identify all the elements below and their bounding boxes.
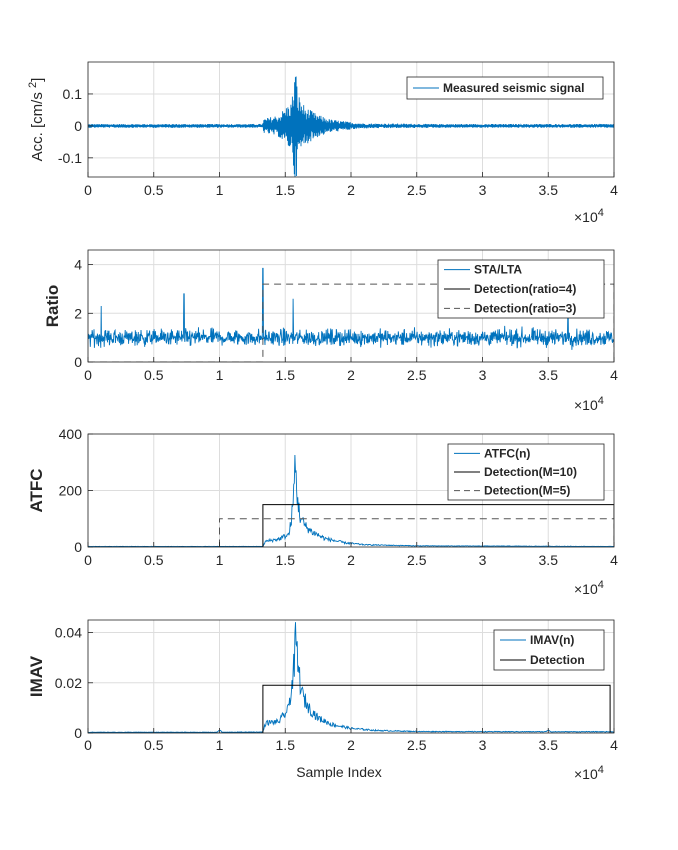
x-tick-label: 0.5 [144,367,164,383]
x-tick-label: 1 [216,737,224,753]
legend-entry-1: IMAV(n) [530,633,574,647]
legend-entry-1: Measured seismic signal [443,81,584,95]
x-tick-label: 0 [84,552,92,568]
x-tick-label: 2 [347,737,355,753]
legend-entry-2: Detection [530,653,585,667]
plot-series [88,76,614,177]
x-tick-label: 0.5 [144,182,164,198]
plot-series [88,267,614,362]
y-axis-label: IMAV [27,655,46,697]
y-tick-label: 400 [59,426,83,442]
x-tick-label: 1.5 [276,737,296,753]
legend-entry-2: Detection(M=10) [484,465,577,479]
x-tick-label: 4 [610,367,618,383]
x-exponent-label: ×104 [574,764,604,782]
x-tick-label: 2 [347,552,355,568]
x-tick-label: 2 [347,367,355,383]
x-tick-label: 4 [610,182,618,198]
x-tick-label: 4 [610,737,618,753]
x-tick-label: 0 [84,737,92,753]
y-axis-label-bracket: ] [29,78,46,82]
x-tick-label: 3.5 [539,367,559,383]
series-line-3 [88,518,614,547]
y-tick-label: 0 [74,118,82,134]
legend-entry-3: Detection(ratio=3) [474,301,576,315]
legend: STA/LTA Detection(ratio=4) Detection(ratio… [437,259,605,319]
x-exponent-label: ×104 [574,579,604,597]
x-tick-label: 1 [216,182,224,198]
y-tick-label: 0 [74,539,82,555]
exponent-power: 4 [598,395,604,407]
x-tick-label: 1 [216,552,224,568]
legend-box [406,76,604,100]
y-axis-label: Ratio [43,285,62,328]
x-tick-label: 3.5 [539,182,559,198]
x-tick-label: 3 [479,552,487,568]
series-line-1 [88,267,614,350]
chart-panel-4: 0 0.5 1 1.5 2 2.5 3 3.5 400.020.04IMAV×104IMAV(n… [27,619,618,782]
legend: ATFC(n) Detection(M=10) Detection(M=5) [447,443,605,501]
x-tick-label: 2 [347,182,355,198]
legend: IMAV(n) Detection [493,629,605,671]
x-tick-label: 0.5 [144,552,164,568]
x-exponent-label: ×104 [574,395,604,413]
y-tick-label: 2 [74,305,82,321]
x-tick-label: 3.5 [539,737,559,753]
exponent-power: 4 [598,579,604,591]
x-tick-label: 3 [479,737,487,753]
series-line-2 [88,504,614,547]
series-line-2 [88,684,614,733]
exponent-base: ×10 [574,209,598,225]
legend-entry-1: STA/LTA [474,263,522,277]
y-tick-label: 200 [59,483,83,499]
x-tick-label: 0.5 [144,737,164,753]
x-tick-label: 3 [479,182,487,198]
legend-entry-3: Detection(M=5) [484,484,570,498]
chart-panel-3: 0 0.5 1 1.5 2 2.5 3 3.5 40200400ATFC×104ATFC(n)D… [27,426,618,597]
exponent-power: 4 [598,207,604,219]
y-tick-label: 0.1 [63,86,83,102]
chart-panel-2: 0 0.5 1 1.5 2 2.5 3 3.5 4024Ratio×104STA/LTADete… [43,249,618,413]
x-tick-label: 0 [84,182,92,198]
y-tick-label: 0.02 [55,675,82,691]
legend-entry-2: Detection(ratio=4) [474,282,576,296]
x-tick-label: 0 [84,367,92,383]
y-axis-label: Acc. [cm/s 2] [27,78,46,162]
y-axis-label-main: Acc. [cm/s [29,88,46,161]
exponent-base: ×10 [574,766,598,782]
x-tick-label: 1.5 [276,367,296,383]
series-line-3 [88,283,614,362]
legend: Measured seismic signal [406,76,604,100]
x-exponent-label: ×104 [574,207,604,225]
y-axis-label: ATFC [27,468,46,512]
series-line-1 [88,76,614,177]
x-tick-label: 2.5 [407,737,427,753]
y-tick-label: 0 [74,354,82,370]
x-tick-label: 3.5 [539,552,559,568]
exponent-base: ×10 [574,397,598,413]
y-tick-label: 0 [74,725,82,741]
y-tick-label: 0.04 [55,625,82,641]
x-axis-label: Sample Index [296,764,382,780]
legend-box [493,629,605,671]
y-tick-label: 4 [74,257,82,273]
x-tick-label: 2.5 [407,367,427,383]
exponent-power: 4 [598,764,604,776]
x-tick-label: 1 [216,367,224,383]
x-tick-label: 1.5 [276,182,296,198]
x-tick-label: 1.5 [276,552,296,568]
x-tick-label: 2.5 [407,182,427,198]
x-tick-label: 2.5 [407,552,427,568]
y-tick-label: -0.1 [58,150,82,166]
exponent-base: ×10 [574,581,598,597]
legend-entry-1: ATFC(n) [484,446,530,460]
x-tick-label: 4 [610,552,618,568]
x-tick-label: 3 [479,367,487,383]
y-axis-label-superscript: 2 [27,82,39,88]
